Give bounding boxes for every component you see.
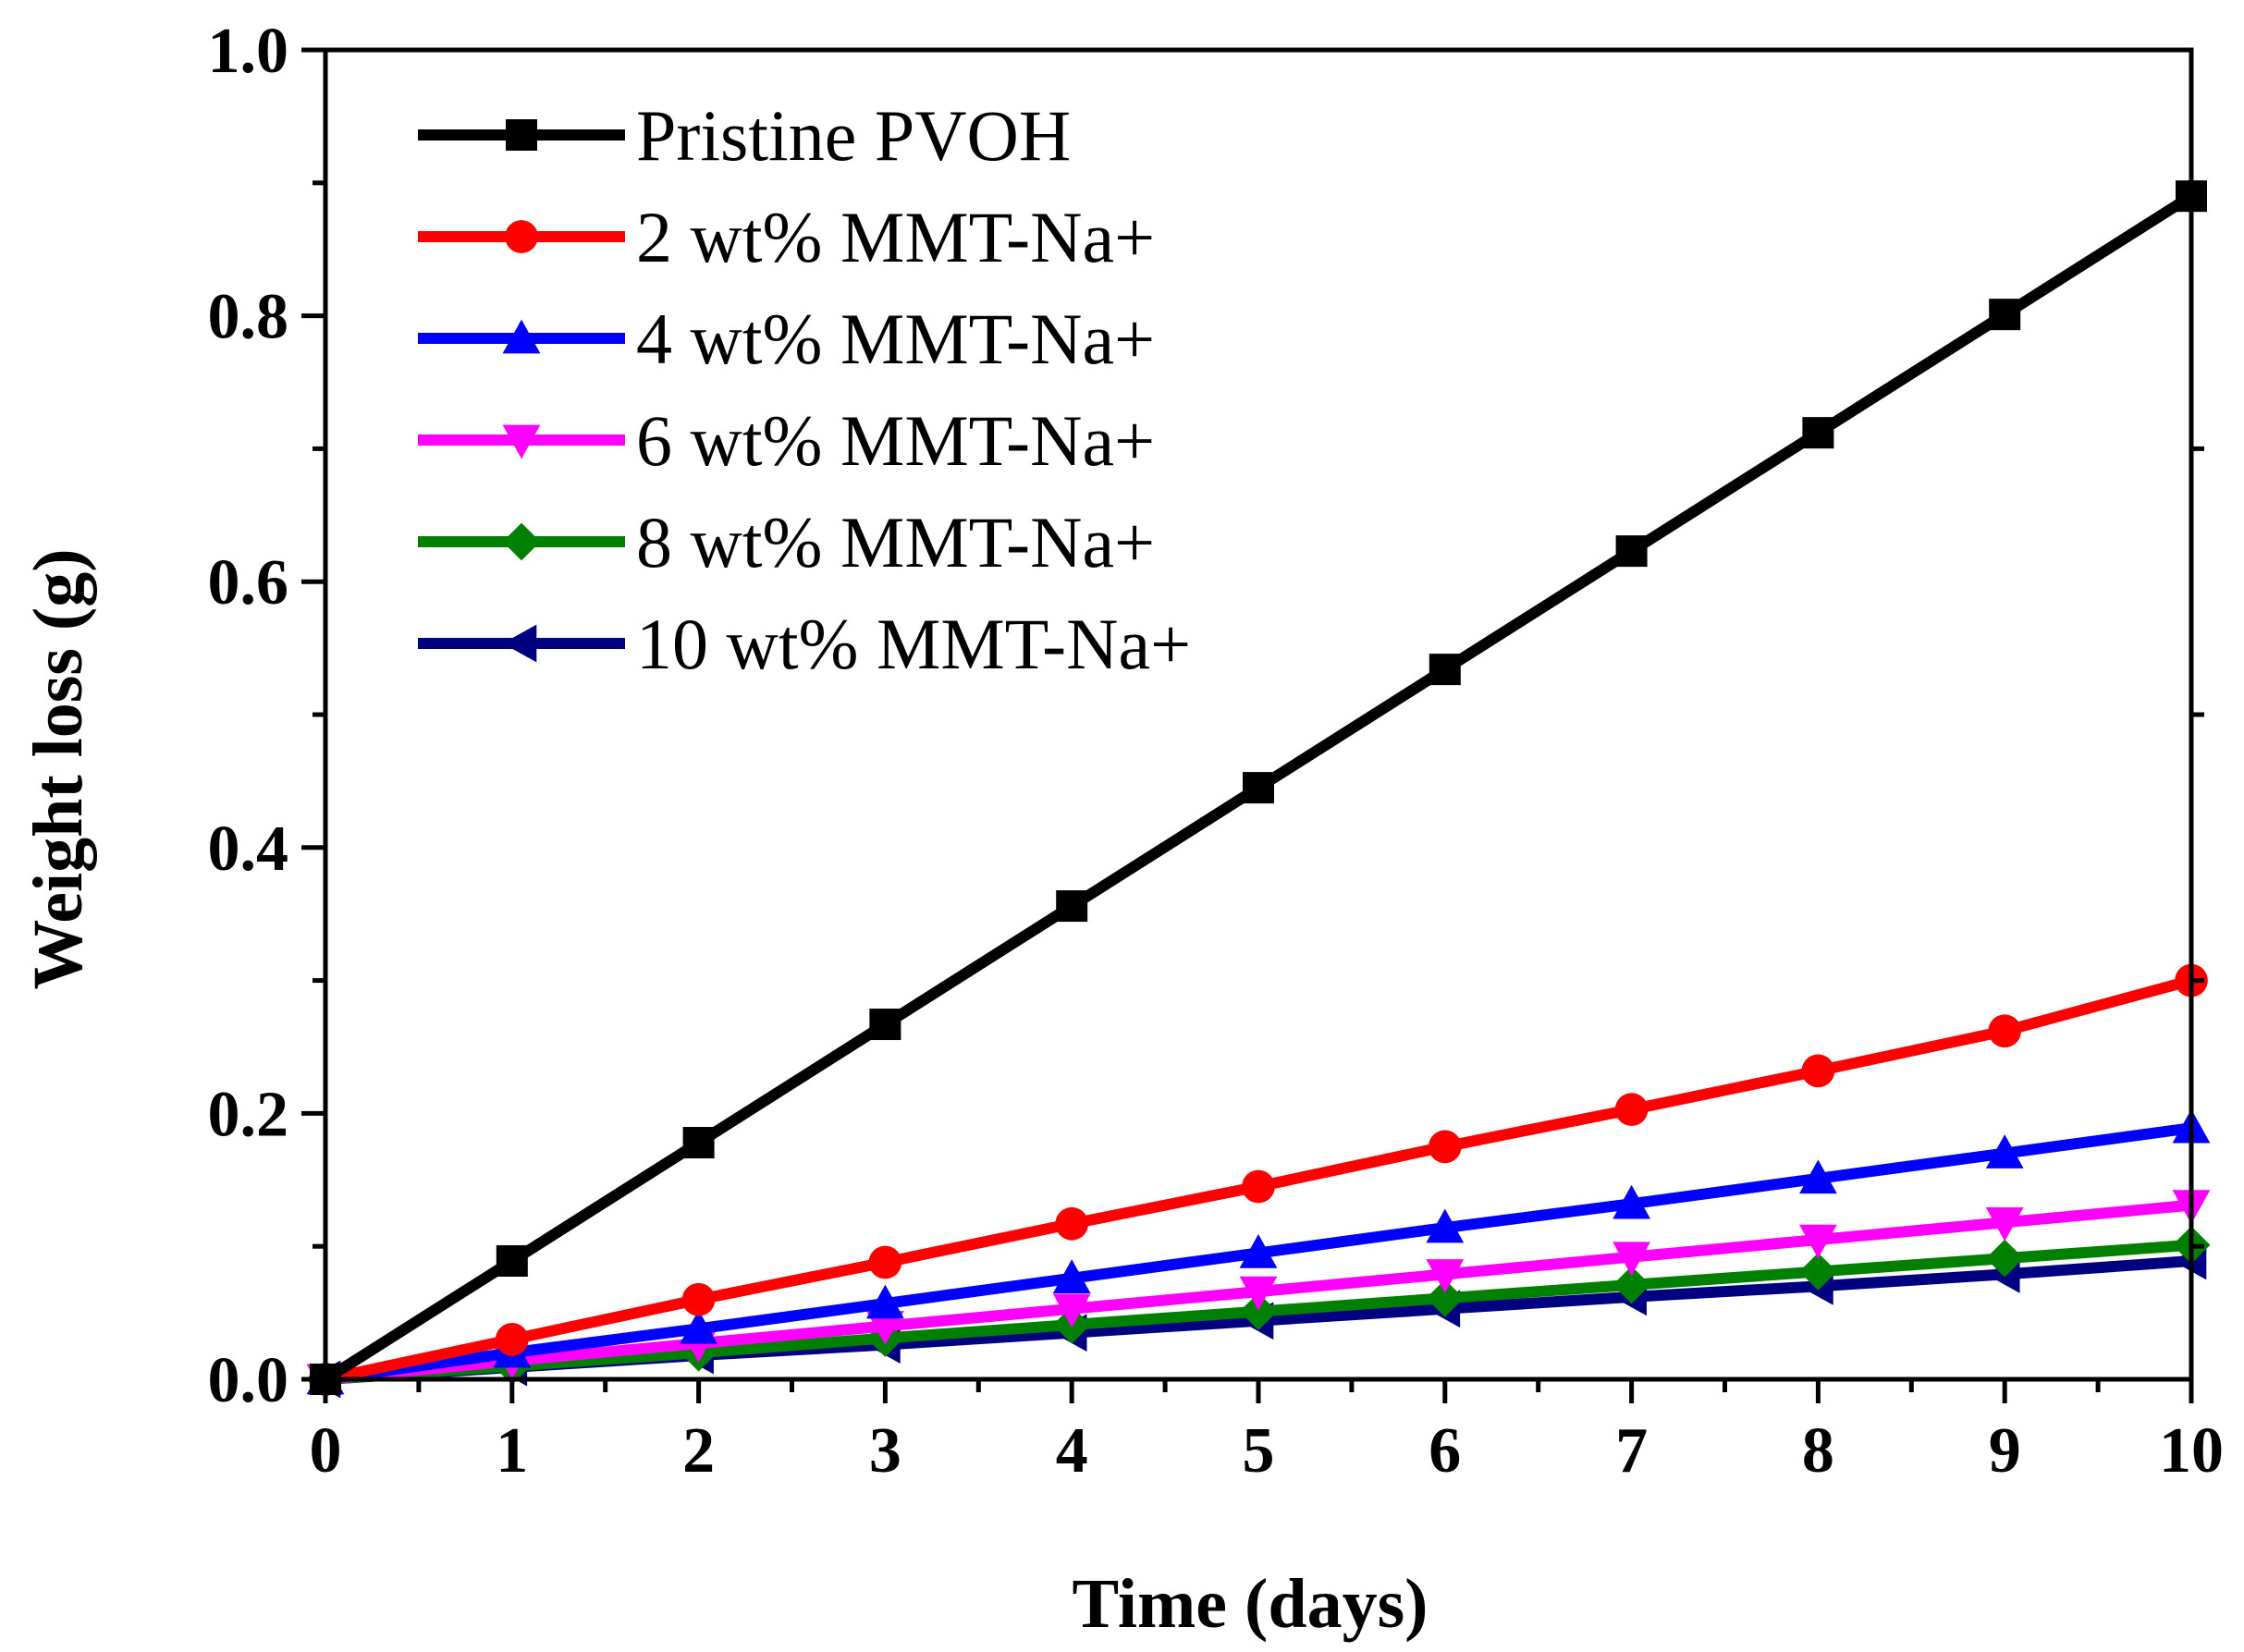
legend-item-4: 6 wt% MMT-Na+ [418,400,1155,481]
legend-swatch-marker-4 [502,424,541,459]
y-tick-label-2: 0.4 [208,814,289,885]
x-tick-label-4: 4 [1056,1415,1088,1487]
axes: 0 1 2 3 4 5 6 7 8 9 10 0.0 0.2 0.4 0.6 0.8 1.0 [208,16,2225,1487]
legend-item-5: 8 wt% MMT-Na+ [418,502,1155,582]
data-point-3-4 [1052,1259,1091,1294]
legend-item-1: Pristine PVOH [418,95,1071,176]
x-tick-label-10: 10 [2159,1415,2224,1487]
data-point-5-6 [1426,1279,1465,1317]
x-tick-label-0: 0 [310,1415,342,1487]
data-point-1-2 [682,1127,715,1159]
data-point-3-8 [1799,1159,1837,1194]
y-tick-label-5: 1.0 [208,16,289,87]
x-axis-title: Time (days) [1073,1565,1429,1643]
data-point-3-9 [1985,1134,2024,1169]
data-point-2-5 [1242,1169,1275,1204]
data-point-1-4 [1056,890,1088,923]
legend-label-6: 10 wt% MMT-Na+ [636,604,1191,684]
data-point-5-9 [1985,1239,2024,1278]
data-point-5-7 [1612,1266,1650,1304]
x-tick-label-6: 6 [1429,1415,1461,1487]
data-point-1-8 [1802,417,1834,449]
data-point-3-5 [1239,1233,1278,1268]
legend-swatch-marker-6 [502,624,537,663]
legend-swatch-marker-5 [502,522,541,561]
x-tick-label-2: 2 [682,1415,715,1487]
data-point-4-3 [866,1311,904,1345]
data-point-3-3 [866,1284,904,1319]
x-tick-label-5: 5 [1243,1415,1275,1487]
data-point-4-4 [1052,1293,1091,1328]
legend-label-1: Pristine PVOH [636,95,1071,176]
legend-label-4: 6 wt% MMT-Na+ [636,400,1155,481]
data-point-4-7 [1612,1242,1650,1277]
data-point-2-6 [1428,1130,1462,1164]
data-point-3-2 [680,1309,717,1344]
x-tick-label-8: 8 [1802,1415,1834,1487]
x-tick-label-3: 3 [869,1415,901,1487]
marks-layer [306,180,2211,1399]
legend-label-5: 8 wt% MMT-Na+ [636,502,1155,582]
data-point-2-2 [681,1282,716,1316]
series-1 [310,180,2207,1395]
y-tick-label-3: 0.6 [208,547,289,618]
data-point-1-1 [496,1245,528,1278]
legend-swatch-marker-1 [506,119,537,151]
data-point-1-5 [1243,772,1274,804]
data-point-5-5 [1239,1292,1278,1331]
legend-item-2: 2 wt% MMT-Na+ [418,197,1155,277]
data-point-1-7 [1615,535,1648,568]
data-point-4-5 [1239,1276,1278,1311]
data-point-4-6 [1426,1259,1465,1293]
legend-swatch-marker-2 [505,220,538,253]
data-point-1-3 [869,1009,901,1041]
legend-swatch-marker-3 [502,319,541,354]
data-point-3-7 [1612,1184,1650,1219]
data-point-1-9 [1989,299,2021,331]
data-point-2-8 [1801,1054,1835,1088]
data-point-2-9 [1988,1014,2022,1048]
x-tick-label-1: 1 [496,1415,528,1487]
data-point-2-1 [495,1323,529,1356]
x-tick-label-7: 7 [1615,1415,1648,1487]
data-point-2-7 [1614,1093,1649,1126]
data-point-5-8 [1799,1253,1837,1291]
y-tick-label-0: 0.0 [208,1345,289,1416]
y-tick-label-4: 0.8 [208,282,289,353]
legend-label-2: 2 wt% MMT-Na+ [636,197,1155,277]
y-axis-title: Weight loss (g) [19,548,97,989]
data-point-1-6 [1429,654,1461,686]
y-tick-label-1: 0.2 [208,1079,289,1150]
legend-item-3: 4 wt% MMT-Na+ [418,299,1155,379]
legend: Pristine PVOH 2 wt% MMT-Na+ 4 wt% MMT-Na+ 6… [418,95,1191,684]
data-point-4-8 [1799,1224,1837,1259]
legend-label-3: 4 wt% MMT-Na+ [636,299,1155,379]
data-point-4-9 [1985,1206,2024,1242]
data-point-3-6 [1426,1208,1465,1243]
data-point-2-3 [868,1245,902,1279]
legend-item-6: 10 wt% MMT-Na+ [418,604,1191,684]
x-tick-label-9: 9 [1989,1415,2021,1487]
data-point-2-4 [1055,1206,1089,1241]
